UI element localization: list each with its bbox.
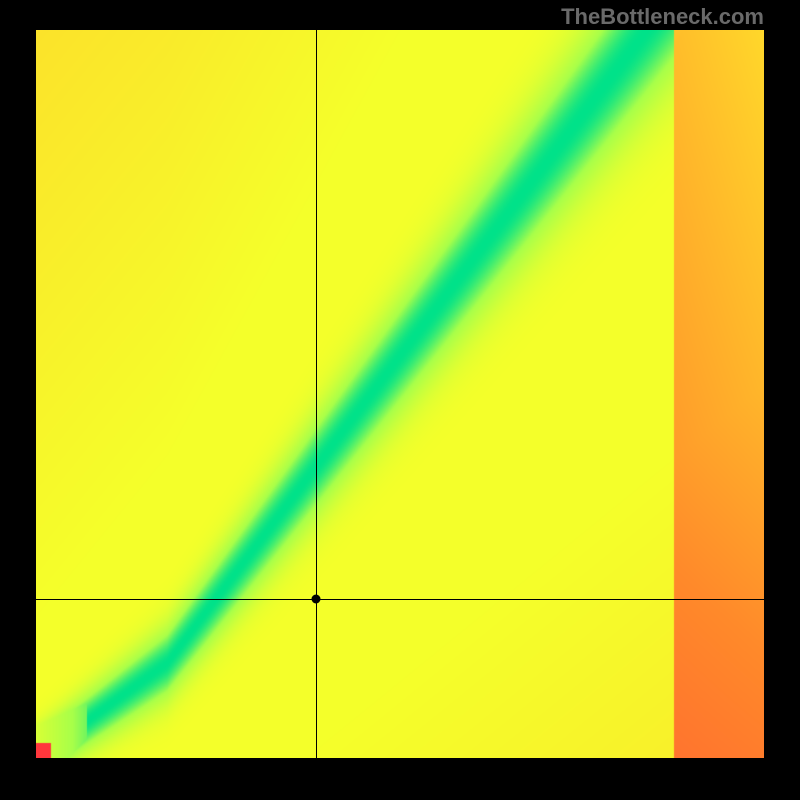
crosshair-horizontal — [36, 599, 764, 600]
heatmap-plot — [36, 30, 764, 758]
heatmap-canvas — [36, 30, 764, 758]
watermark-text: TheBottleneck.com — [561, 4, 764, 30]
crosshair-vertical — [316, 30, 317, 758]
data-point-marker — [311, 594, 320, 603]
